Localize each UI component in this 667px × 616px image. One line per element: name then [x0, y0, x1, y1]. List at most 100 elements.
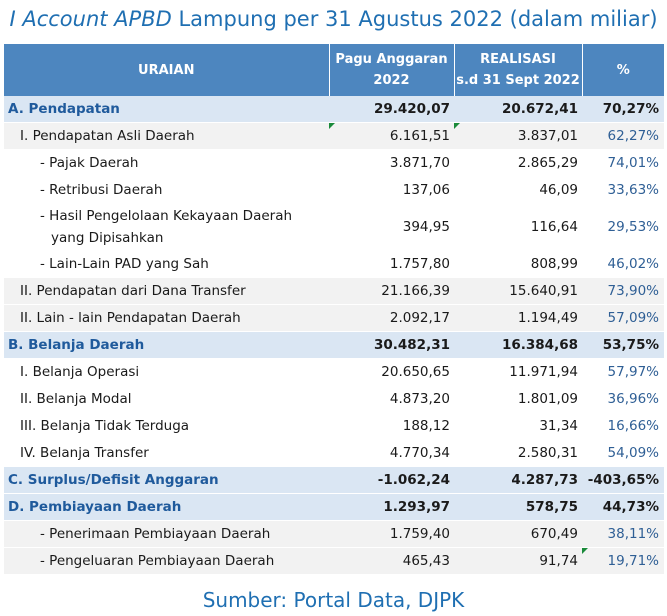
header-uraian: URAIAN	[4, 44, 330, 96]
table-row: IV. Belanja Transfer 4.770,34 2.580,31 5…	[4, 439, 664, 467]
row-pagu: 1.757,80	[329, 250, 454, 278]
row-label-line2: yang Dipisahkan	[51, 230, 164, 246]
row-realisasi: 578,75	[454, 493, 582, 521]
table-row: - Pengeluaran Pembiayaan Daerah 465,43 9…	[4, 547, 664, 575]
row-realisasi: 46,09	[454, 176, 582, 204]
row-label: I. Belanja Operasi	[4, 358, 329, 386]
row-label: - Penerimaan Pembiayaan Daerah	[4, 520, 329, 548]
row-pct: 36,96%	[582, 385, 664, 413]
row-realisasi: 1.801,09	[454, 385, 582, 413]
row-pct: 29,53%	[582, 203, 664, 251]
row-pagu: 3.871,70	[329, 149, 454, 177]
header-pct: %	[582, 44, 664, 96]
row-label: - Hasil Pengelolaan Kekayaan Daerah yang …	[4, 203, 329, 251]
header-pagu-line2: 2022	[373, 73, 410, 88]
row-realisasi: 116,64	[454, 203, 582, 251]
row-pagu: 4.770,34	[329, 439, 454, 467]
row-pct: 74,01%	[582, 149, 664, 177]
header-realisasi-line1: REALISASI	[480, 52, 556, 67]
table-row: I. Belanja Operasi 20.650,65 11.971,94 5…	[4, 358, 664, 386]
row-pagu: 188,12	[329, 412, 454, 440]
row-pct: 33,63%	[582, 176, 664, 204]
row-label: - Lain-Lain PAD yang Sah	[4, 250, 329, 278]
row-pagu: 465,43	[329, 547, 454, 575]
row-realisasi: 4.287,73	[454, 466, 582, 494]
table-row: III. Belanja Tidak Terduga 188,12 31,34 …	[4, 412, 664, 440]
row-realisasi: 11.971,94	[454, 358, 582, 386]
row-label: A. Pendapatan	[4, 96, 329, 123]
table-row: II. Pendapatan dari Dana Transfer 21.166…	[4, 277, 664, 305]
row-label-line1: - Hasil Pengelolaan Kekayaan Daerah	[40, 208, 293, 224]
row-pagu: 6.161,51	[329, 122, 454, 150]
header-pagu: Pagu Anggaran 2022	[329, 44, 455, 96]
row-realisasi: 15.640,91	[454, 277, 582, 305]
row-realisasi: 3.837,01	[454, 122, 582, 150]
row-pagu: -1.062,24	[329, 466, 454, 494]
row-label: - Retribusi Daerah	[4, 176, 329, 204]
row-pagu: 30.482,31	[329, 331, 454, 359]
row-pagu: 29.420,07	[329, 96, 454, 123]
row-pct: 54,09%	[582, 439, 664, 467]
row-pct: 53,75%	[582, 331, 664, 359]
row-label: IV. Belanja Transfer	[4, 439, 329, 467]
row-pct: 38,11%	[582, 520, 664, 548]
table-row: - Lain-Lain PAD yang Sah 1.757,80 808,99…	[4, 250, 664, 278]
table-row: C. Surplus/Defisit Anggaran -1.062,24 4.…	[4, 466, 664, 494]
header-row: URAIAN Pagu Anggaran 2022 REALISASI s.d 31…	[4, 44, 664, 96]
row-label: II. Belanja Modal	[4, 385, 329, 413]
header-realisasi: REALISASI s.d 31 Sept 2022	[454, 44, 583, 96]
row-realisasi: 20.672,41	[454, 96, 582, 123]
row-realisasi: 31,34	[454, 412, 582, 440]
row-label: II. Lain - lain Pendapatan Daerah	[4, 304, 329, 332]
source-footer: Sumber: Portal Data, DJPK	[202, 588, 465, 612]
title-rest: Lampung per 31 Agustus 2022 (dalam milia…	[171, 7, 658, 31]
row-pagu: 21.166,39	[329, 277, 454, 305]
table-row: - Penerimaan Pembiayaan Daerah 1.759,40 …	[4, 520, 664, 548]
row-realisasi: 2.865,29	[454, 149, 582, 177]
table-row: II. Lain - lain Pendapatan Daerah 2.092,…	[4, 304, 664, 332]
header-realisasi-line2: s.d 31 Sept 2022	[456, 73, 580, 88]
table-row: - Retribusi Daerah 137,06 46,09 33,63%	[4, 176, 664, 204]
row-label: II. Pendapatan dari Dana Transfer	[4, 277, 329, 305]
row-pct: 46,02%	[582, 250, 664, 278]
table-row: - Pajak Daerah 3.871,70 2.865,29 74,01%	[4, 149, 664, 177]
row-pct: -403,65%	[582, 466, 664, 494]
row-label: D. Pembiayaan Daerah	[4, 493, 329, 521]
row-realisasi: 670,49	[454, 520, 582, 548]
row-label: B. Belanja Daerah	[4, 331, 329, 359]
row-realisasi: 1.194,49	[454, 304, 582, 332]
row-label: I. Pendapatan Asli Daerah	[4, 122, 329, 150]
page-title: I Account APBD Lampung per 31 Agustus 20…	[0, 4, 667, 34]
table-row: D. Pembiayaan Daerah 1.293,97 578,75 44,…	[4, 493, 664, 521]
row-label: III. Belanja Tidak Terduga	[4, 412, 329, 440]
row-label: - Pengeluaran Pembiayaan Daerah	[4, 547, 329, 575]
table-row: I. Pendapatan Asli Daerah 6.161,51 3.837…	[4, 122, 664, 150]
row-pct: 57,09%	[582, 304, 664, 332]
row-realisasi: 2.580,31	[454, 439, 582, 467]
row-pct: 57,97%	[582, 358, 664, 386]
row-pct: 62,27%	[582, 122, 664, 150]
row-realisasi: 16.384,68	[454, 331, 582, 359]
table-row: A. Pendapatan 29.420,07 20.672,41 70,27%	[4, 96, 664, 123]
table-row: II. Belanja Modal 4.873,20 1.801,09 36,9…	[4, 385, 664, 413]
row-pct: 70,27%	[582, 96, 664, 123]
row-pagu: 1.759,40	[329, 520, 454, 548]
row-pct: 73,90%	[582, 277, 664, 305]
apbd-table: URAIAN Pagu Anggaran 2022 REALISASI s.d 31…	[4, 44, 664, 575]
title-italic: I Account APBD	[9, 7, 172, 31]
row-pagu: 394,95	[329, 203, 454, 251]
row-label: - Pajak Daerah	[4, 149, 329, 177]
row-pagu: 137,06	[329, 176, 454, 204]
row-pct: 19,71%	[582, 547, 664, 575]
header-pagu-line1: Pagu Anggaran	[335, 52, 448, 67]
row-label: C. Surplus/Defisit Anggaran	[4, 466, 329, 494]
row-pct: 16,66%	[582, 412, 664, 440]
row-realisasi: 808,99	[454, 250, 582, 278]
row-realisasi: 91,74	[454, 547, 582, 575]
table-row: - Hasil Pengelolaan Kekayaan Daerah yang …	[4, 203, 664, 251]
row-pagu: 2.092,17	[329, 304, 454, 332]
row-pct: 44,73%	[582, 493, 664, 521]
table-row: B. Belanja Daerah 30.482,31 16.384,68 53…	[4, 331, 664, 359]
row-pagu: 1.293,97	[329, 493, 454, 521]
row-pagu: 4.873,20	[329, 385, 454, 413]
